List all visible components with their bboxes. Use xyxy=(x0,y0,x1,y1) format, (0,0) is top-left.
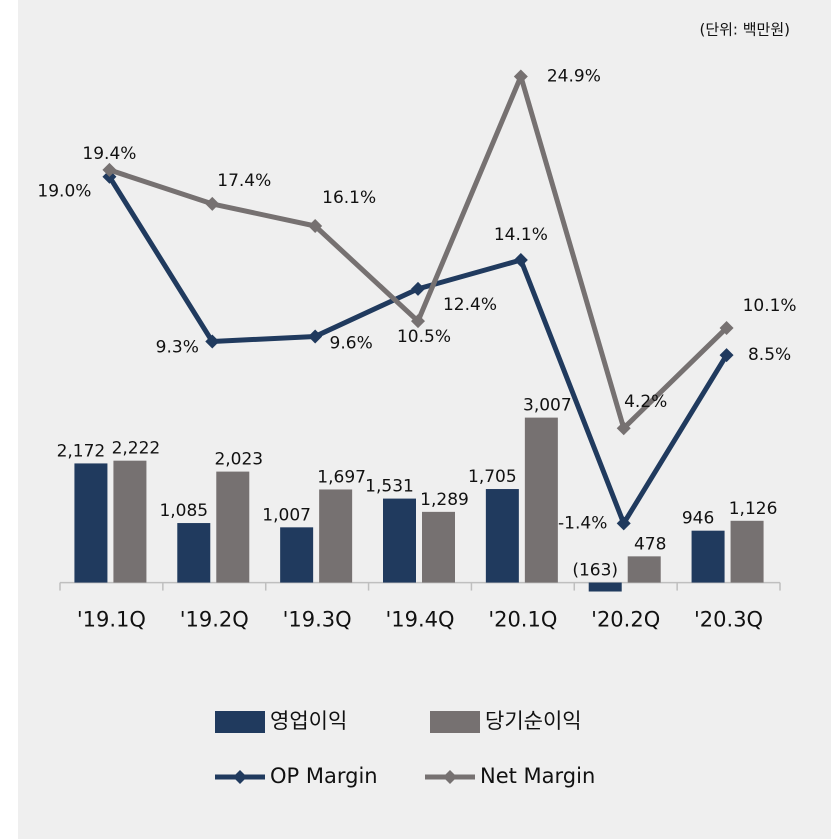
legend-label: 당기순이익 xyxy=(485,709,582,733)
line-value-label: 24.9% xyxy=(547,66,601,86)
background xyxy=(18,0,831,839)
line-value-label: 8.5% xyxy=(748,345,791,365)
bar-value-label: 1,697 xyxy=(317,467,366,487)
bar xyxy=(485,489,519,583)
bar xyxy=(113,460,147,583)
line-value-label: -1.4% xyxy=(558,513,607,533)
bar-value-label: 1,531 xyxy=(365,477,414,497)
bar-value-label: 1,007 xyxy=(262,505,311,525)
line-value-label: 19.0% xyxy=(37,182,91,202)
line-value-label: 12.4% xyxy=(443,295,497,315)
legend-label: 영업이익 xyxy=(270,709,347,733)
line-value-label: 17.4% xyxy=(217,171,271,191)
legend-swatch xyxy=(215,711,265,733)
line-marker xyxy=(719,348,734,363)
bar-value-label: 2,172 xyxy=(57,441,106,461)
line-value-label: 10.5% xyxy=(397,327,451,347)
line-value-label: 9.3% xyxy=(156,338,199,358)
x-tick-label: '20.3Q xyxy=(694,608,763,632)
legend-swatch xyxy=(430,711,480,733)
bar xyxy=(319,489,353,583)
bar-value-label: 946 xyxy=(682,509,714,529)
bar-value-label: 1,289 xyxy=(420,490,469,510)
bar-value-label: 1,085 xyxy=(159,501,208,521)
line-marker xyxy=(205,334,220,349)
x-tick-label: '19.1Q xyxy=(77,608,146,632)
x-tick-label: '19.2Q xyxy=(180,608,249,632)
bar xyxy=(280,527,314,583)
line-marker xyxy=(102,162,117,177)
line-marker xyxy=(205,196,220,211)
line-value-label: 4.2% xyxy=(624,392,667,412)
line-marker xyxy=(308,219,323,233)
bar xyxy=(588,582,622,592)
bar-value-label: (163) xyxy=(572,561,618,581)
x-tick-label: '20.1Q xyxy=(488,608,557,632)
line-marker xyxy=(513,252,528,267)
line-marker xyxy=(616,421,631,436)
line-marker xyxy=(616,516,631,531)
bar xyxy=(627,556,661,583)
bar-value-label: 478 xyxy=(634,534,666,554)
bar xyxy=(422,511,455,583)
x-tick-label: '20.2Q xyxy=(591,608,660,632)
line-value-label: 10.1% xyxy=(743,296,797,316)
bar xyxy=(74,463,108,583)
line-value-label: 19.4% xyxy=(82,144,136,164)
bar xyxy=(730,520,764,583)
legend-label: Net Margin xyxy=(480,764,595,788)
bar-value-label: 2,023 xyxy=(214,450,263,470)
legend-label: OP Margin xyxy=(270,764,378,788)
legend-marker xyxy=(233,770,247,784)
x-tick-label: '19.4Q xyxy=(385,608,454,632)
unit-note: (단위: 백만원) xyxy=(699,21,790,39)
bar-value-label: 1,705 xyxy=(468,467,517,487)
bar-value-label: 1,126 xyxy=(729,499,778,519)
line-marker xyxy=(411,281,425,296)
bar xyxy=(216,471,250,583)
bar xyxy=(383,498,416,583)
line-marker xyxy=(719,320,734,335)
bar xyxy=(691,530,725,583)
bar xyxy=(177,523,211,583)
line-marker xyxy=(411,314,425,329)
line-marker xyxy=(513,69,528,84)
line-value-label: 14.1% xyxy=(494,225,548,245)
bar-value-label: 2,222 xyxy=(112,439,161,459)
line-value-label: 16.1% xyxy=(322,188,376,208)
bar xyxy=(524,417,558,583)
bar-value-label: 3,007 xyxy=(523,396,572,416)
line-value-label: 9.6% xyxy=(330,333,373,353)
x-tick-label: '19.3Q xyxy=(283,608,352,632)
legend-marker xyxy=(443,770,457,784)
line-marker xyxy=(308,329,323,344)
